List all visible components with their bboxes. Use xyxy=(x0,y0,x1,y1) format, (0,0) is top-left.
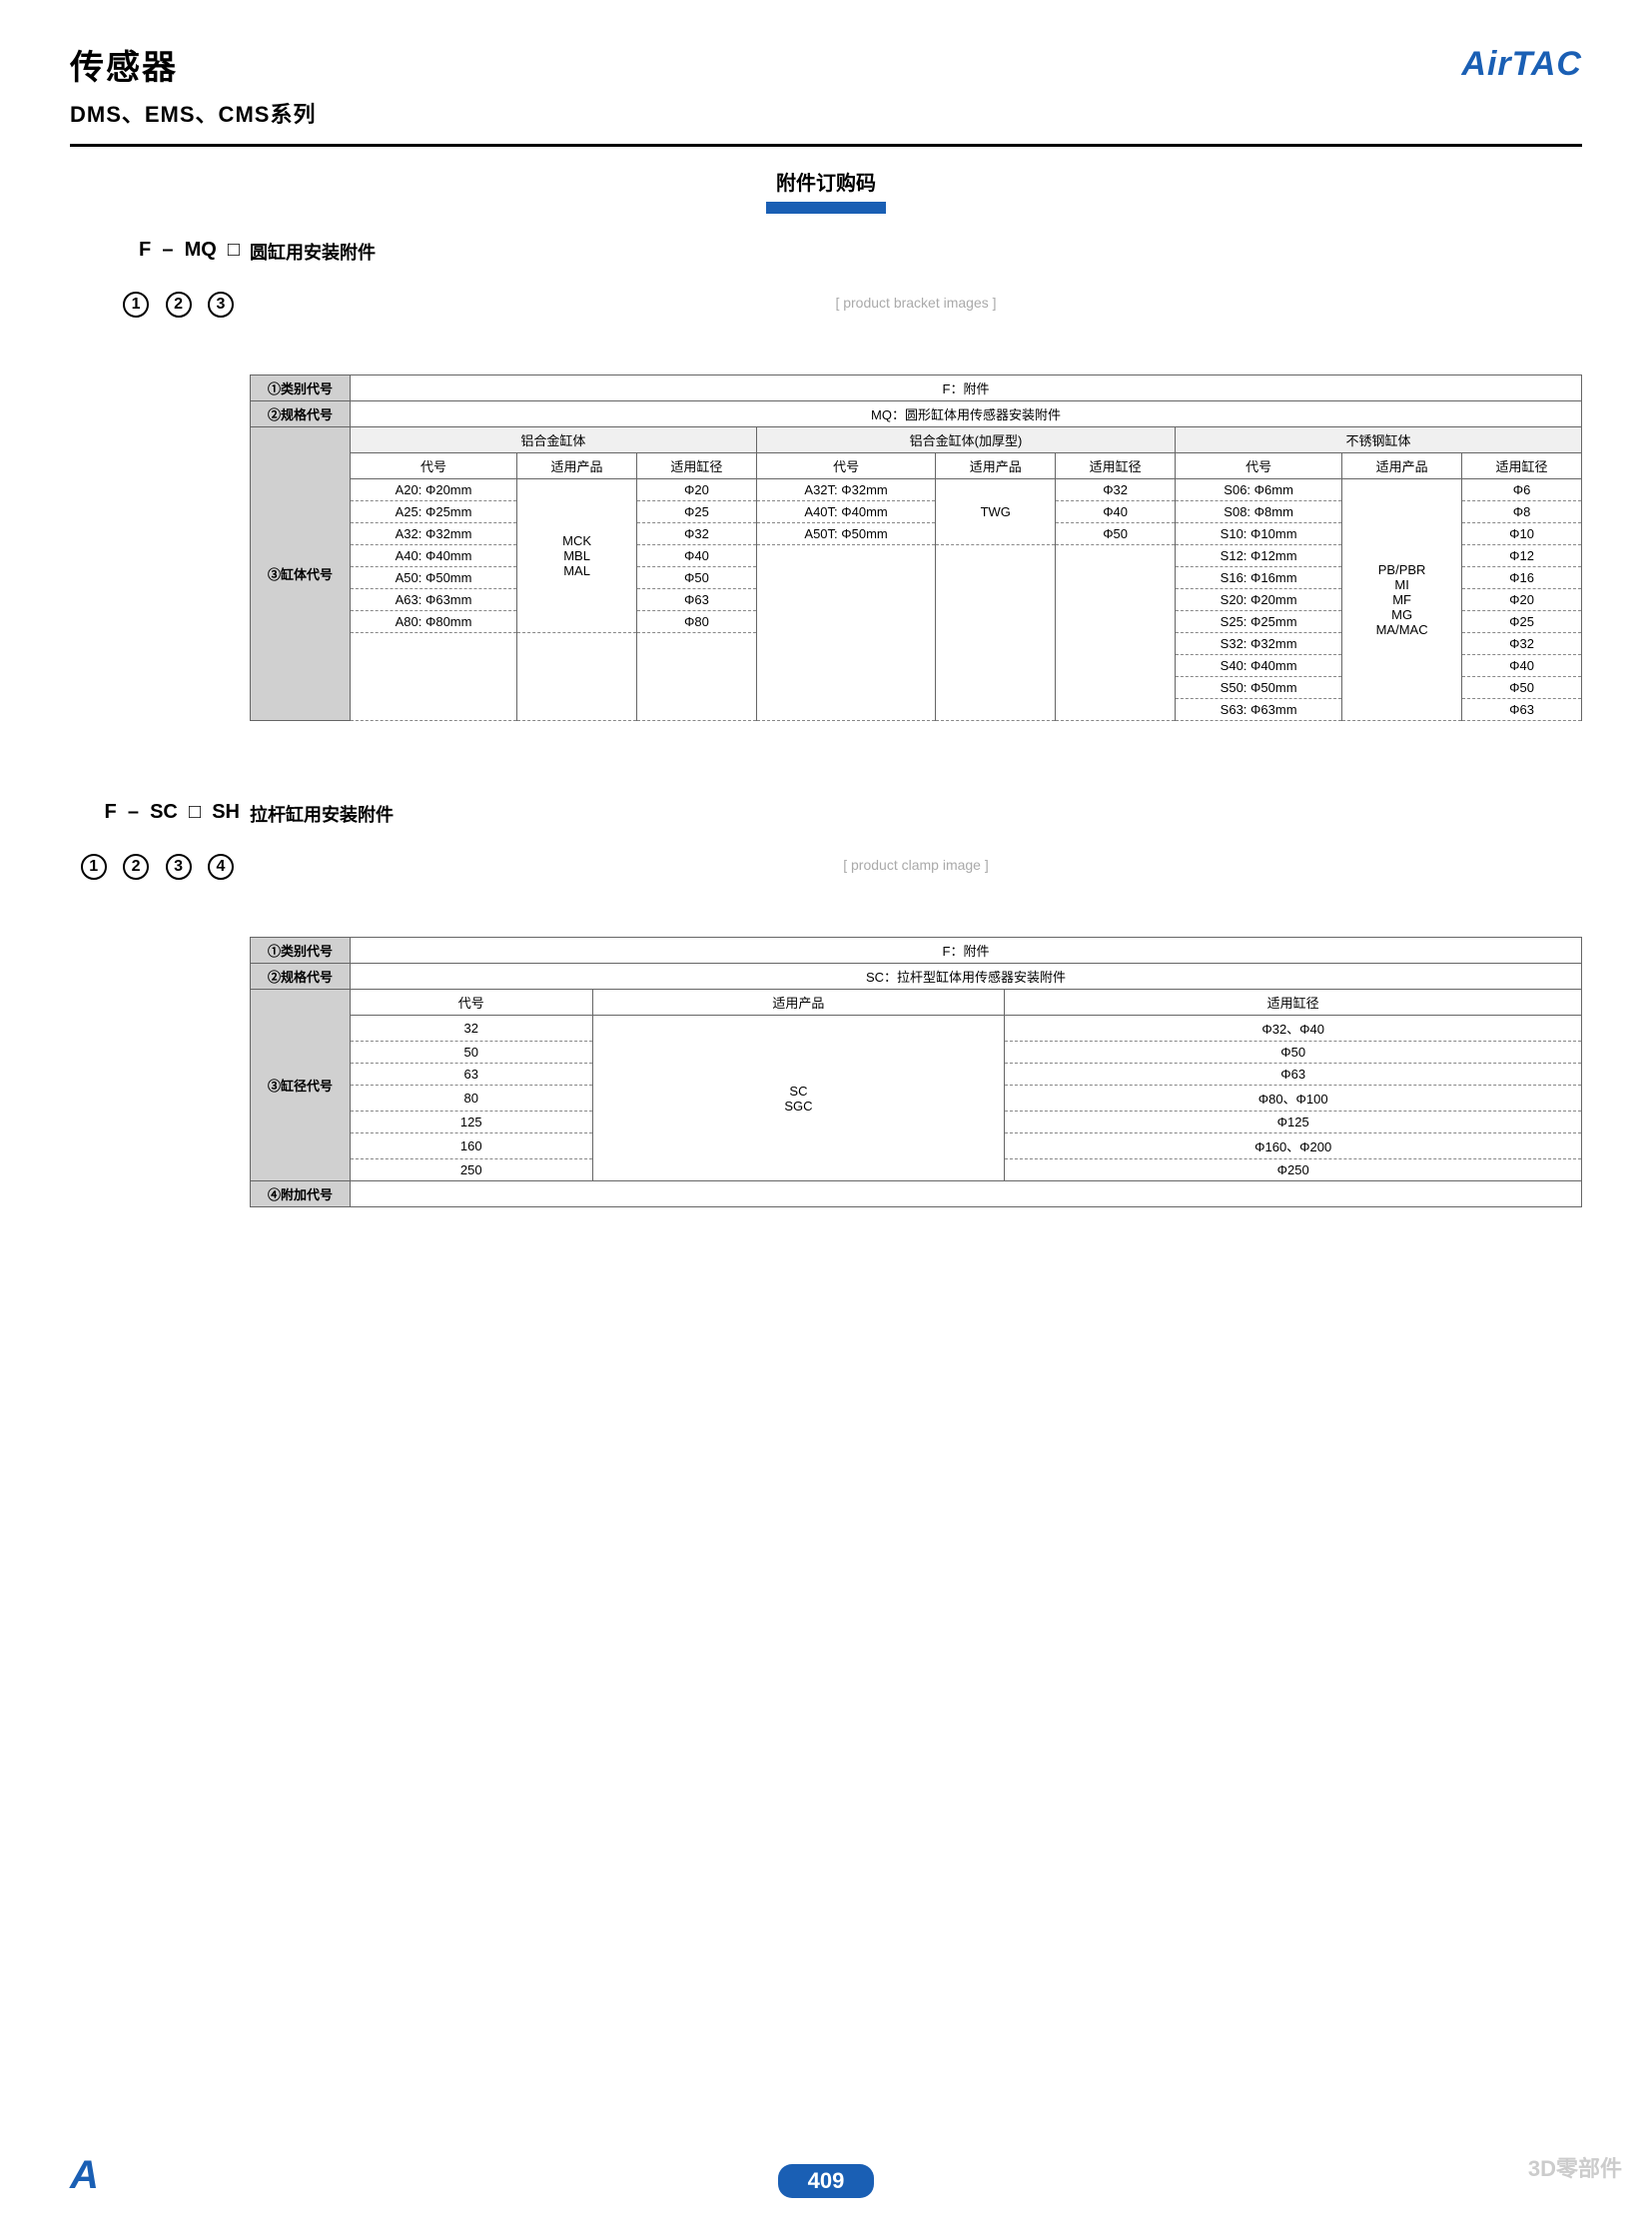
footer-logo-icon: A xyxy=(70,2153,99,2198)
section1-label: 圆缸用安装附件 xyxy=(250,239,1582,265)
page-footer: A 409 xyxy=(0,2164,1652,2198)
spec-table-sc: ①类别代号F：附件 ②规格代号SC：拉杆型缸体用传感器安装附件 ③缸径代号代号适… xyxy=(250,937,1582,1207)
brand-logo: AirTAC xyxy=(1461,45,1582,84)
section-mq: F – MQ □ 1 2 3 圆缸用安装附件 [ product bracket… xyxy=(70,239,1582,721)
header-divider xyxy=(70,144,1582,147)
code-markers-sc: 1 2 3 4 xyxy=(70,854,250,880)
section-heading: 附件订购码 xyxy=(70,167,1582,196)
page-number: 409 xyxy=(778,2164,875,2198)
order-code-mq: F – MQ □ xyxy=(70,239,250,262)
page-title: 传感器 xyxy=(70,40,178,89)
watermark-text: 3D零部件 xyxy=(1528,2151,1622,2183)
section-sc: F – SC □ SH 1 2 3 4 拉杆缸用安装附件 [ product c… xyxy=(70,801,1582,1207)
section2-label: 拉杆缸用安装附件 xyxy=(250,801,1582,827)
heading-underline xyxy=(766,202,886,214)
product-image-sc: [ product clamp image ] xyxy=(250,837,1582,937)
page-subtitle: DMS、EMS、CMS系列 xyxy=(70,97,1582,129)
spec-table-mq: ①类别代号F：附件 ②规格代号MQ：圆形缸体用传感器安装附件 ③缸体代号 铝合金… xyxy=(250,374,1582,721)
code-markers-mq: 1 2 3 xyxy=(70,292,250,318)
product-image-mq: [ product bracket images ] xyxy=(250,275,1582,374)
order-code-sc: F – SC □ SH xyxy=(70,801,250,824)
